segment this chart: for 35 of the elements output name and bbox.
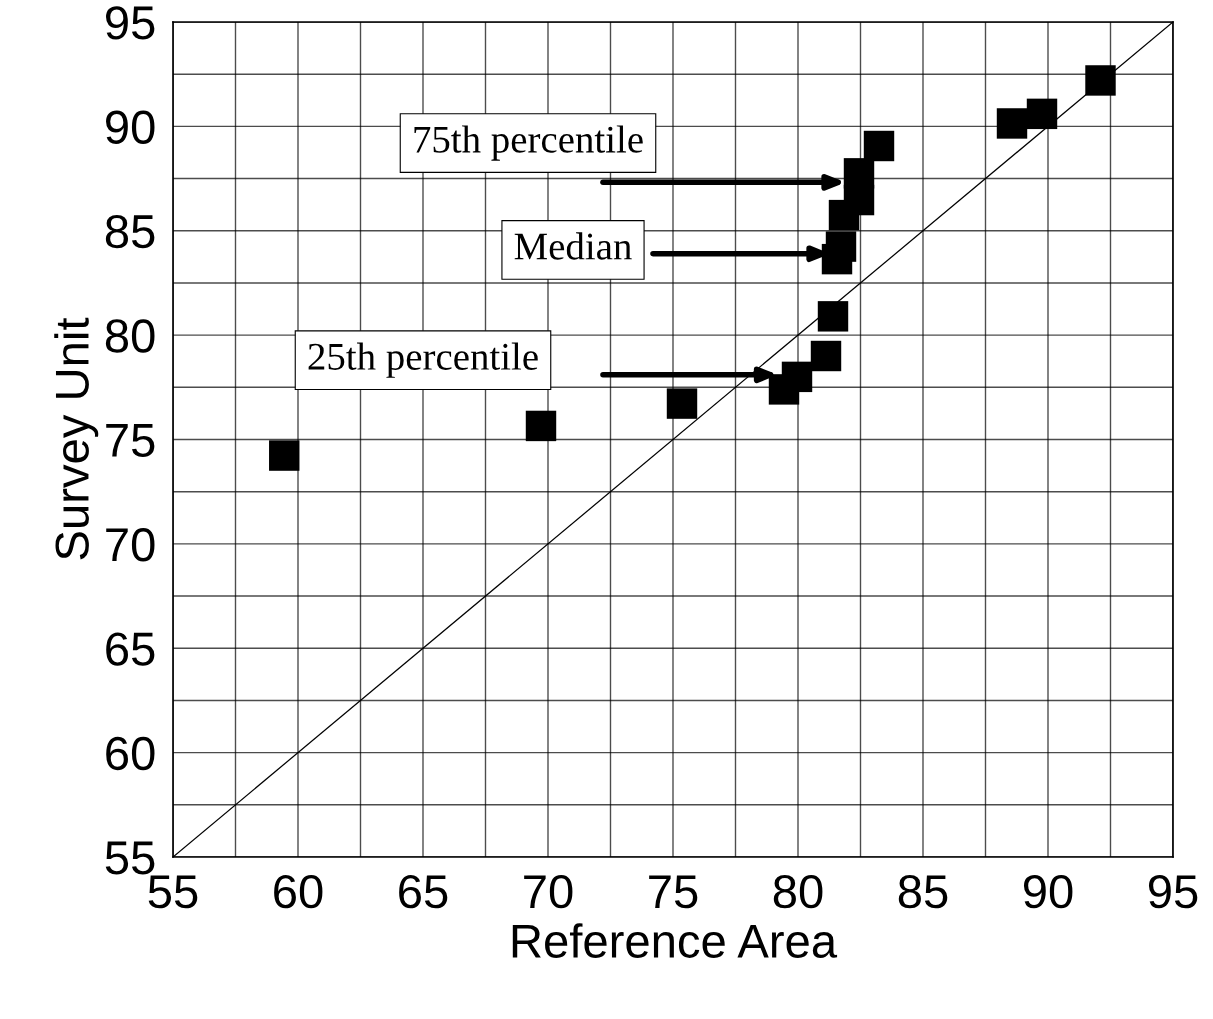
x-tick-label: 75: [649, 875, 698, 909]
x-tick-label: 70: [524, 874, 573, 909]
y-axis-title: Survey Unit: [54, 317, 99, 560]
point: [817, 301, 849, 332]
point: [810, 340, 842, 372]
x-tick-label: 90: [1023, 874, 1073, 909]
point: [996, 108, 1028, 139]
x-tick-label: 95: [1148, 874, 1198, 909]
point: [269, 440, 300, 471]
y-tick-label: 65: [106, 632, 155, 666]
point: [863, 130, 895, 162]
x-tick-label: 85: [898, 874, 948, 909]
y-tick-label: 85: [105, 214, 155, 249]
y-tick-label: 70: [106, 528, 155, 562]
x-axis-title: Reference Area: [512, 923, 838, 958]
y-tick-label: 60: [106, 736, 155, 771]
point: [666, 388, 698, 419]
point: [843, 158, 875, 189]
point: [825, 231, 857, 262]
annotation: 75th percentile: [414, 125, 643, 161]
annotation: 25th percentile: [308, 342, 538, 378]
x-tick-label: 55: [148, 875, 198, 909]
y-tick-label: 55: [105, 841, 155, 875]
point: [525, 410, 557, 442]
y-tick-label: 75: [106, 424, 155, 458]
x-tick-label: 65: [399, 874, 448, 909]
y-tick-label: 95: [106, 6, 155, 40]
x-tick-label: 80: [773, 874, 823, 909]
y-tick-label: 90: [106, 110, 155, 144]
annotation: Median: [514, 232, 632, 260]
point: [1026, 98, 1058, 130]
point: [1085, 65, 1116, 96]
point: [781, 361, 813, 393]
x-tick-label: 60: [274, 874, 323, 909]
y-tick-label: 80: [105, 319, 155, 353]
